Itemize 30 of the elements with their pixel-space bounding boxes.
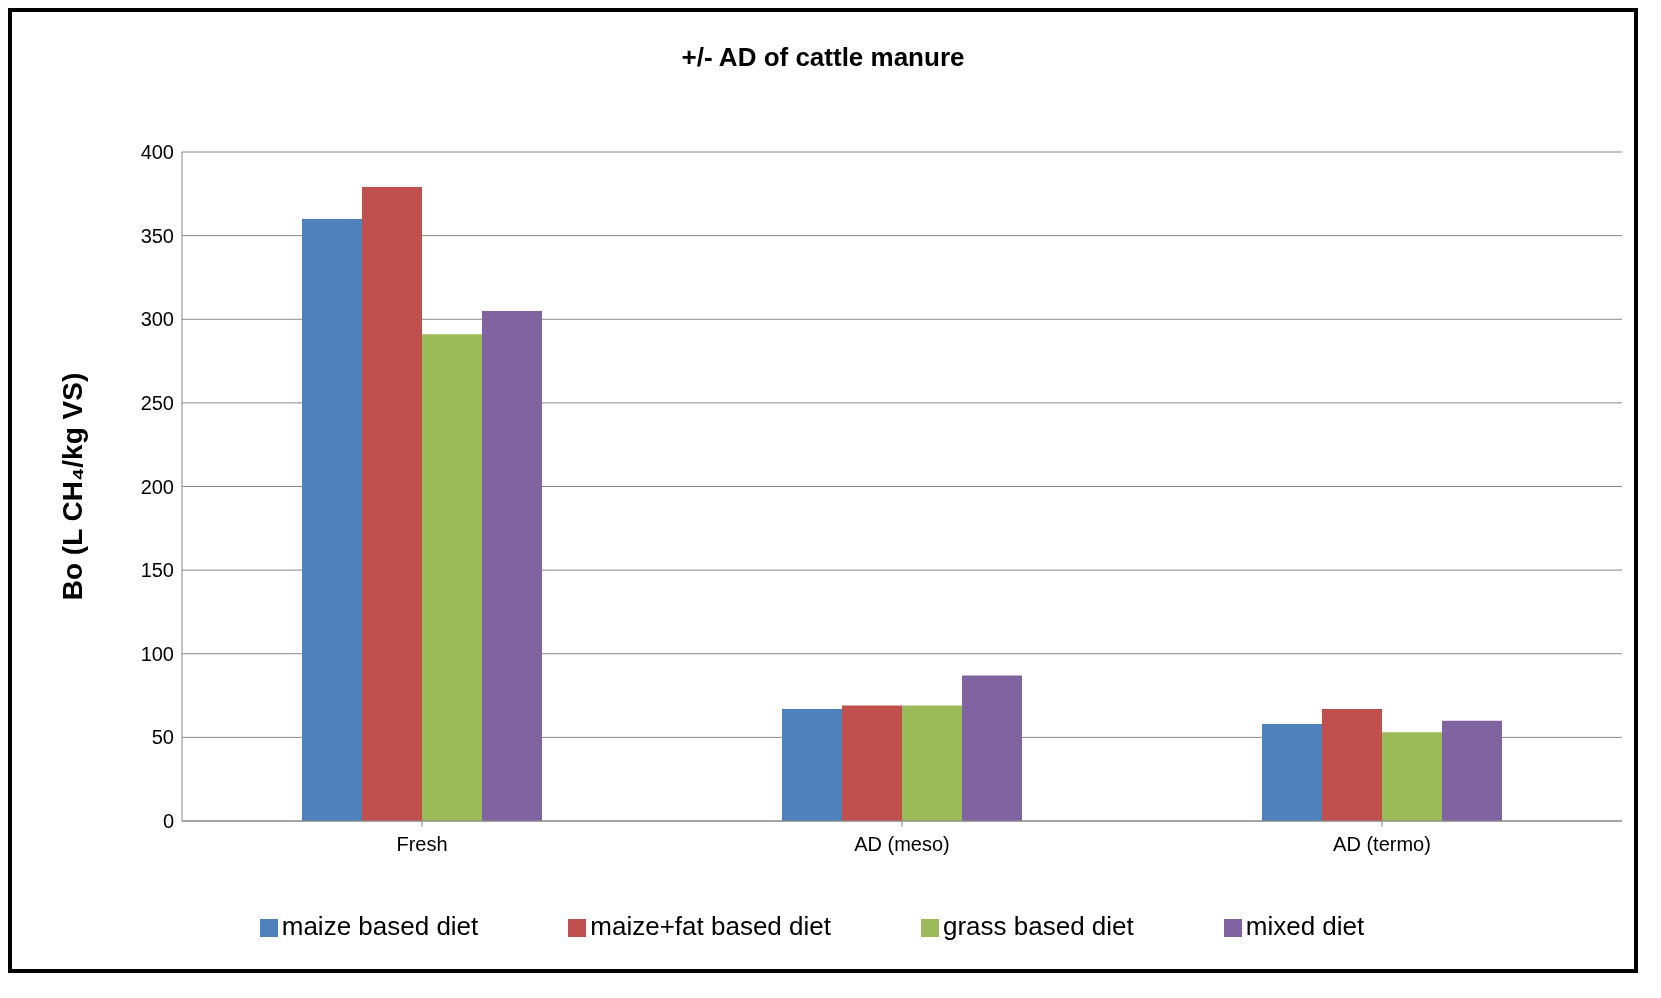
y-tick-label: 300 bbox=[140, 308, 174, 331]
y-tick-label: 150 bbox=[140, 559, 174, 582]
bar bbox=[782, 708, 842, 821]
bar bbox=[302, 218, 362, 821]
legend-label: maize based diet bbox=[281, 911, 479, 941]
bar bbox=[1442, 720, 1502, 821]
x-tick-label: AD (meso) bbox=[854, 833, 950, 856]
bar bbox=[1322, 708, 1382, 821]
y-tick-label: 50 bbox=[151, 726, 174, 749]
bar bbox=[902, 705, 962, 821]
y-axis-title: Bo (L CH₄/kg VS) bbox=[56, 372, 88, 601]
bar bbox=[962, 675, 1022, 821]
bar bbox=[362, 187, 422, 821]
y-tick-label: 200 bbox=[140, 475, 174, 498]
bar bbox=[422, 334, 482, 821]
y-tick-label: 350 bbox=[140, 224, 174, 247]
bar bbox=[482, 310, 542, 821]
y-tick-label: 100 bbox=[140, 642, 174, 665]
y-tick-label: 400 bbox=[140, 141, 174, 164]
x-tick-label: Fresh bbox=[396, 833, 448, 856]
bar bbox=[1262, 724, 1322, 821]
x-tick-label: AD (termo) bbox=[1333, 833, 1431, 856]
chart-title: +/- AD of cattle manure bbox=[680, 42, 966, 73]
legend-label: mixed diet bbox=[1245, 911, 1365, 941]
legend-label: grass based diet bbox=[942, 911, 1134, 941]
bar bbox=[1382, 732, 1442, 821]
y-tick-label: 0 bbox=[162, 810, 174, 833]
bar bbox=[842, 705, 902, 821]
y-tick-label: 250 bbox=[140, 391, 174, 414]
legend-label: maize+fat based diet bbox=[590, 911, 831, 941]
